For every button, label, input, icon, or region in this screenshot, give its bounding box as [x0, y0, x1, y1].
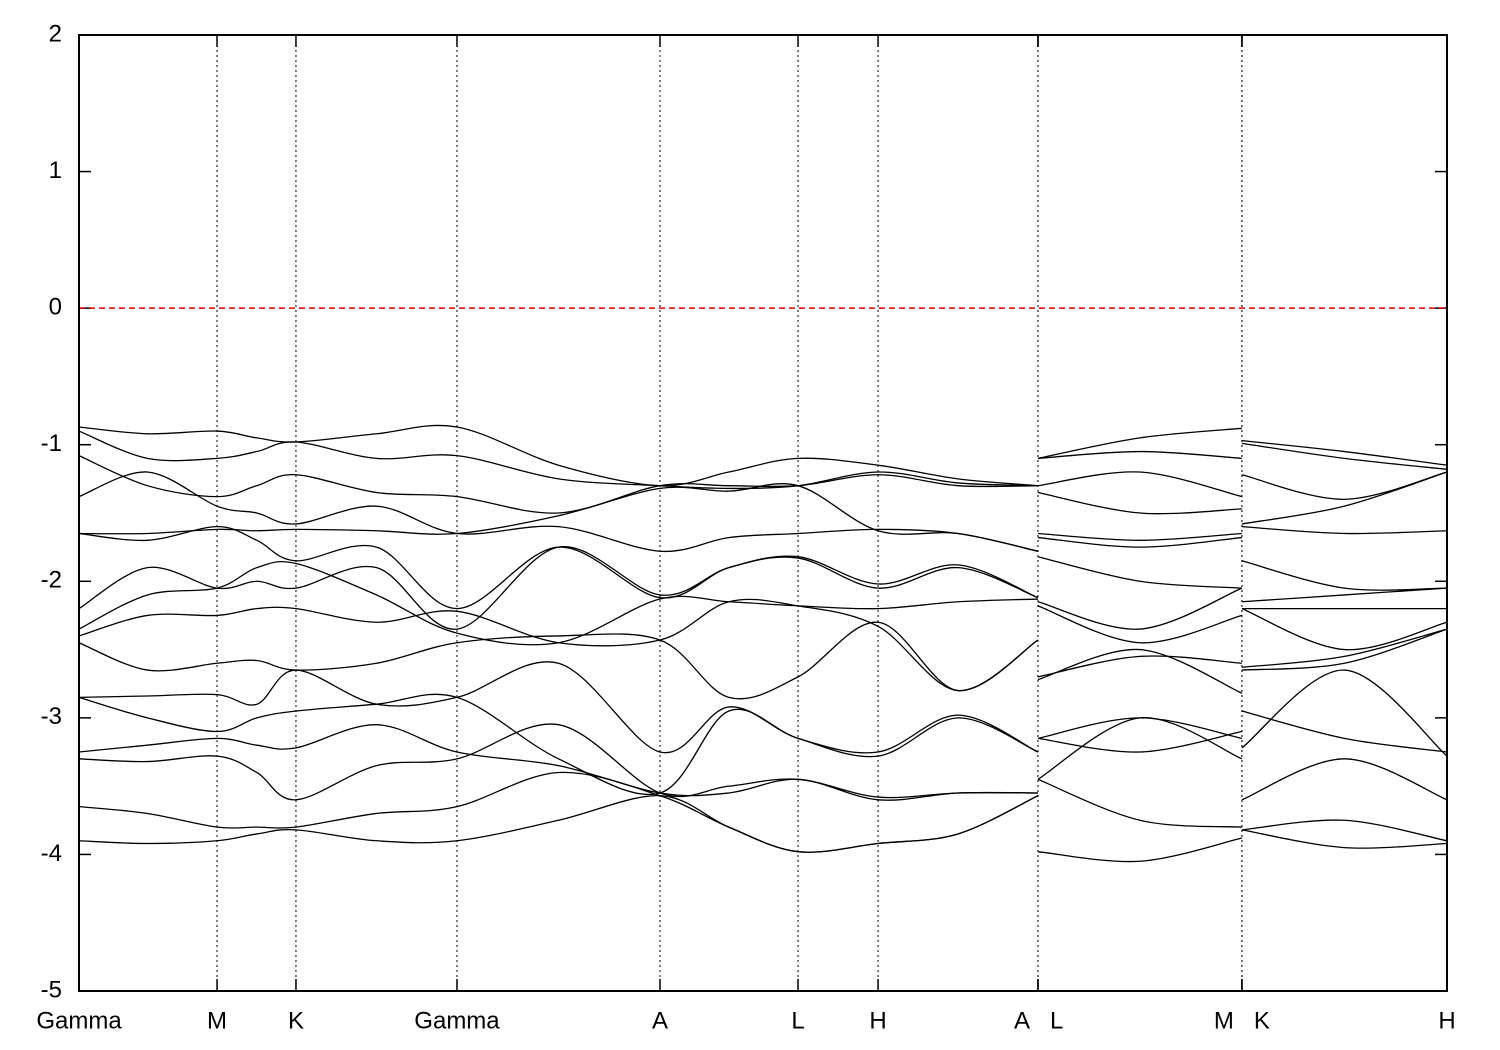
band-line	[78, 424, 1448, 487]
band-line	[78, 430, 1448, 490]
band-line	[78, 526, 1448, 610]
band-line	[78, 669, 1448, 801]
band-line	[78, 621, 1448, 700]
band-line	[78, 546, 1448, 630]
band-line	[78, 483, 1448, 552]
band-line	[78, 561, 1447, 646]
band-line	[78, 628, 1448, 754]
y-tick-label: -1	[41, 430, 62, 457]
x-tick-label: Gamma	[414, 1007, 500, 1034]
y-tick-label: -3	[41, 703, 62, 730]
plot-frame	[78, 34, 1448, 992]
x-tick-label: L	[791, 1007, 804, 1034]
x-tick-label: K	[288, 1007, 304, 1034]
band-line	[78, 717, 1448, 801]
x-tick-label: H	[869, 1007, 886, 1034]
band-line	[78, 693, 1448, 795]
y-tick-label: -2	[41, 567, 62, 594]
x-tick-label: Gamma	[36, 1007, 122, 1034]
y-tick-label: -4	[41, 840, 62, 867]
x-tick-label: M	[1214, 1007, 1234, 1034]
x-tick-label: L	[1050, 1007, 1063, 1034]
y-tick-label: -5	[41, 976, 62, 1003]
y-tick-label: 0	[49, 293, 62, 320]
x-tick-label: M	[207, 1007, 227, 1034]
band-line	[78, 598, 1448, 692]
y-tick-label: 2	[49, 20, 62, 47]
band-line	[78, 795, 1448, 863]
x-tick-label: A	[652, 1007, 668, 1034]
x-tick-label: A	[1014, 1007, 1030, 1034]
band-line	[78, 471, 1448, 552]
x-tick-label: H	[1438, 1007, 1455, 1034]
y-tick-label: 1	[49, 157, 62, 184]
x-tick-label: K	[1254, 1007, 1270, 1034]
